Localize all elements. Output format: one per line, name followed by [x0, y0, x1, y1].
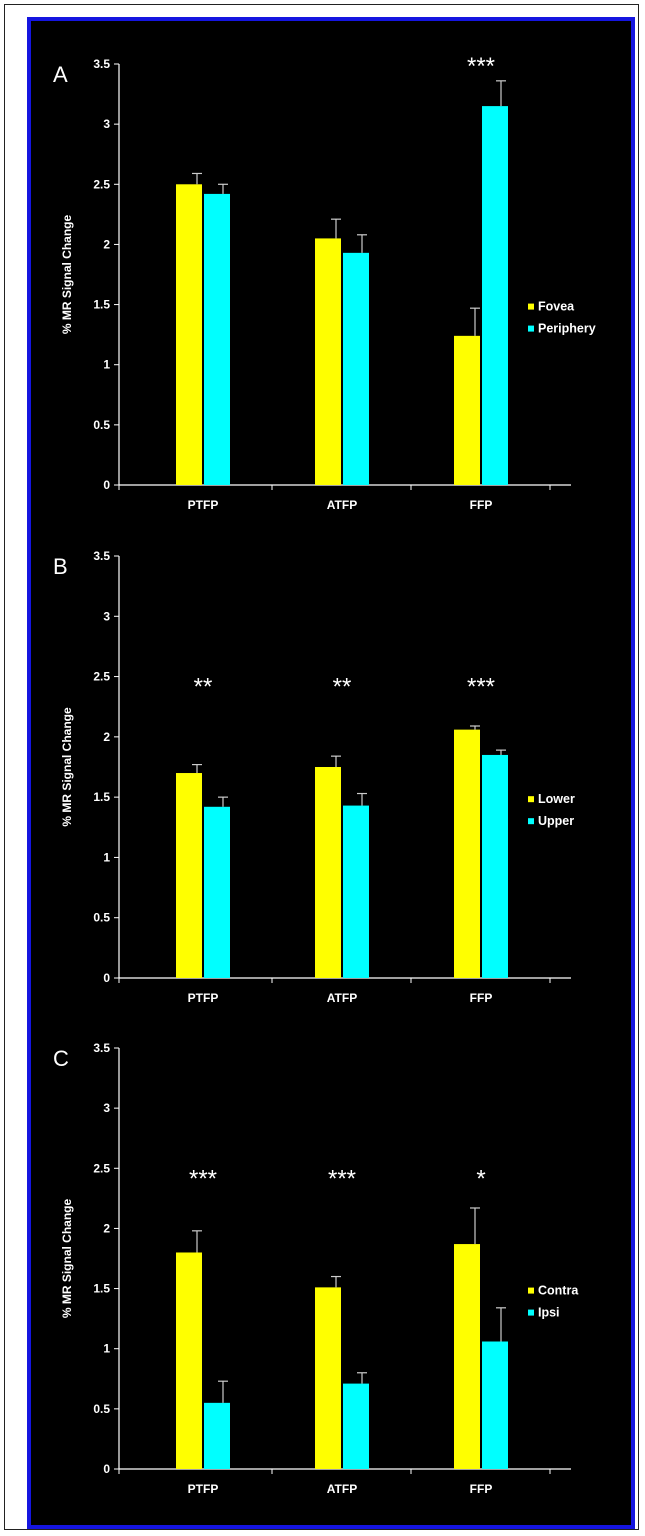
- legend-label-lower: Lower: [538, 792, 575, 806]
- legend-label-fovea: Fovea: [538, 300, 575, 314]
- significance-marker: ***: [467, 53, 495, 80]
- significance-marker: **: [333, 674, 352, 701]
- y-tick-label: 3.5: [93, 1041, 110, 1055]
- panel-letter: C: [53, 1046, 69, 1071]
- legend-label-upper: Upper: [538, 814, 574, 828]
- y-axis-label: % MR Signal Change: [60, 1199, 74, 1319]
- legend-label-periphery: Periphery: [538, 322, 596, 336]
- y-tick-label: 3.5: [93, 549, 110, 563]
- category-label-atfp: ATFP: [327, 1482, 357, 1496]
- figure-outer-border: A % MR Signal Change 0 0.5 1 1.5 2 2.5 3 3.5 PTFP A…: [4, 4, 639, 1530]
- y-tick-label: 1: [103, 850, 110, 864]
- bar-fovea-ptfp: [176, 184, 202, 486]
- bar-fovea-ffp: [454, 335, 480, 485]
- bar-lower-ffp: [454, 729, 480, 978]
- bar-contra-ffp: [454, 1244, 480, 1469]
- y-tick-label: 1.5: [93, 1282, 110, 1296]
- y-tick-label: 1.5: [93, 298, 110, 312]
- bar-contra-atfp: [315, 1287, 341, 1469]
- y-tick-label: 2.5: [93, 670, 110, 684]
- category-label-ffp: FFP: [470, 498, 493, 512]
- y-tick-label: 2: [103, 730, 110, 744]
- figure-frame: A % MR Signal Change 0 0.5 1 1.5 2 2.5 3 3.5 PTFP A…: [27, 17, 635, 1529]
- category-label-ptfp: PTFP: [188, 991, 219, 1005]
- y-tick-label: 2: [103, 237, 110, 251]
- y-tick-label: 3.5: [93, 57, 110, 71]
- bar-upper-atfp: [343, 805, 369, 978]
- y-tick-label: 0: [103, 1462, 110, 1476]
- category-label-ptfp: PTFP: [188, 498, 219, 512]
- legend-label-ipsi: Ipsi: [538, 1306, 560, 1320]
- legend-swatch-periphery: [528, 325, 534, 332]
- legend-swatch-upper: [528, 818, 534, 825]
- legend-swatch-contra: [528, 1287, 534, 1294]
- y-tick-label: 0: [103, 478, 110, 492]
- legend-swatch-fovea: [528, 303, 534, 310]
- figure-chart-canvas: A % MR Signal Change 0 0.5 1 1.5 2 2.5 3 3.5 PTFP A…: [53, 53, 596, 1496]
- legend-swatch-lower: [528, 796, 534, 803]
- bar-contra-ptfp: [176, 1252, 202, 1469]
- y-tick-label: 3: [103, 117, 110, 131]
- y-tick-label: 1: [103, 358, 110, 372]
- category-label-atfp: ATFP: [327, 991, 357, 1005]
- y-axis-label: % MR Signal Change: [60, 707, 74, 827]
- category-label-ffp: FFP: [470, 991, 493, 1005]
- category-label-ptfp: PTFP: [188, 1482, 219, 1496]
- category-label-ffp: FFP: [470, 1482, 493, 1496]
- y-tick-label: 3: [103, 609, 110, 623]
- bar-ipsi-ptfp: [204, 1402, 230, 1469]
- y-tick-label: 0: [103, 971, 110, 985]
- y-tick-label: 2.5: [93, 177, 110, 191]
- y-tick-label: 2.5: [93, 1161, 110, 1175]
- y-tick-label: 0.5: [93, 418, 110, 432]
- y-tick-label: 1.5: [93, 790, 110, 804]
- bar-lower-ptfp: [176, 773, 202, 978]
- y-tick-label: 0.5: [93, 1402, 110, 1416]
- bar-upper-ffp: [482, 754, 508, 978]
- bar-fovea-atfp: [315, 238, 341, 485]
- legend-swatch-ipsi: [528, 1309, 534, 1316]
- bar-lower-atfp: [315, 767, 341, 978]
- bar-ipsi-atfp: [343, 1383, 369, 1469]
- bar-periphery-atfp: [343, 252, 369, 485]
- significance-marker: ***: [328, 1165, 356, 1192]
- significance-marker: ***: [467, 674, 495, 701]
- significance-marker: ***: [189, 1165, 217, 1192]
- legend-label-contra: Contra: [538, 1284, 579, 1298]
- y-tick-label: 3: [103, 1101, 110, 1115]
- category-label-atfp: ATFP: [327, 498, 357, 512]
- y-tick-label: 0.5: [93, 911, 110, 925]
- y-axis-label: % MR Signal Change: [60, 215, 74, 335]
- panel-letter: A: [53, 62, 68, 87]
- bar-periphery-ffp: [482, 106, 508, 485]
- bar-upper-ptfp: [204, 806, 230, 978]
- significance-marker: **: [194, 674, 213, 701]
- bar-ipsi-ffp: [482, 1341, 508, 1469]
- y-tick-label: 1: [103, 1342, 110, 1356]
- panel-letter: B: [53, 554, 68, 579]
- y-tick-label: 2: [103, 1221, 110, 1235]
- significance-marker: *: [476, 1165, 485, 1192]
- bar-periphery-ptfp: [204, 193, 230, 485]
